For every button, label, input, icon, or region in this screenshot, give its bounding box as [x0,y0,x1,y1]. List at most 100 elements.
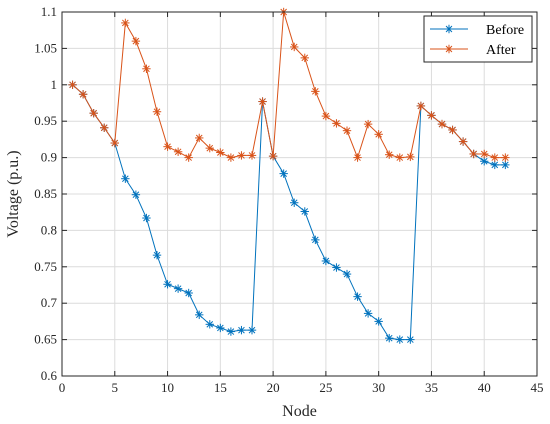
data-point-after [385,150,394,159]
y-tick-label: 1 [51,77,58,92]
data-point-after [406,152,415,162]
data-point-after [131,36,141,46]
data-point-after [152,107,162,116]
data-point-after [448,125,457,135]
data-point-after [353,153,362,162]
data-point-after [173,147,183,156]
y-tick-label: 0.85 [34,186,57,201]
data-point-after [226,153,236,162]
x-axis: 0 5 10 15 20 25 30 35 40 45 [59,12,544,395]
data-point-before [121,174,130,183]
data-point-before [385,333,394,343]
data-point-after [363,119,373,129]
data-point-after [100,123,109,132]
x-tick-label: 15 [214,380,227,395]
y-axis: 0.6 0.65 0.7 0.75 0.8 0.85 0.9 0.95 1 1.05 1.1 [34,4,537,383]
data-point-after [501,153,510,162]
legend-entry-before: Before [430,23,524,38]
data-point-before [406,335,415,344]
y-tick-label: 0.7 [41,295,58,310]
data-point-after [480,149,489,159]
data-point-before [142,213,151,223]
x-tick-label: 40 [478,380,491,395]
data-point-after [332,119,341,128]
data-point-after [110,138,119,148]
data-point-before [395,335,404,344]
data-point-after [427,111,436,120]
data-point-before [480,157,489,166]
data-point-before [332,263,341,272]
grid [61,11,538,377]
x-tick-label: 10 [161,380,174,395]
data-point-after [342,126,352,135]
series-layer [68,7,510,344]
legend-marker-before [444,24,454,34]
legend-entries: Before After [430,23,524,58]
data-point-before [279,169,288,178]
legend-label-after: After [486,43,516,58]
y-tick-label: 0.75 [34,259,57,274]
legend-box [423,15,533,63]
data-point-before [353,292,362,301]
y-axis-title: Voltage (p.u.) [5,150,22,237]
data-point-after [258,97,267,106]
data-point-after [469,149,478,159]
data-point-after [195,133,204,143]
data-point-before [501,160,510,170]
data-point-before [490,160,499,170]
data-point-before [321,256,331,266]
data-point-before [237,325,246,335]
data-point-after [437,119,447,129]
data-point-after [205,143,214,153]
data-point-before [311,235,320,245]
data-point-after [68,80,77,89]
x-tick-label: 35 [425,380,438,395]
data-point-before [300,207,309,216]
data-point-before [163,280,172,289]
x-tick-label: 25 [319,380,332,395]
data-point-after [216,148,225,157]
data-point-before [342,269,352,279]
data-point-before [205,320,214,329]
y-tick-label: 1.1 [41,4,57,19]
data-point-after [78,90,88,99]
x-tick-label: 0 [59,380,66,395]
data-point-before [131,190,141,199]
data-point-after [184,153,193,162]
data-point-before [152,250,162,260]
data-point-before [290,198,299,207]
y-tick-label: 0.65 [34,332,57,347]
x-tick-label: 5 [112,380,119,395]
data-point-before [363,309,373,318]
legend: Before After [423,15,533,63]
data-point-after [89,108,98,118]
data-point-after [142,64,151,73]
data-point-after [121,18,130,28]
data-point-before [374,317,383,326]
data-point-after [247,151,257,160]
data-point-after [163,142,172,151]
data-point-before [173,284,183,293]
series-after [68,7,510,162]
data-point-after [458,137,468,146]
data-point-after [395,153,404,162]
x-tick-label: 45 [531,380,544,395]
x-tick-label: 20 [267,380,280,395]
data-point-after [321,111,331,121]
data-point-before [247,325,257,335]
y-tick-label: 0.9 [41,150,57,165]
data-point-after [237,151,246,160]
y-tick-label: 0.6 [41,368,58,383]
x-axis-title: Node [282,403,317,420]
y-tick-label: 1.05 [34,40,57,55]
data-point-after [311,87,320,96]
x-tick-label: 30 [372,380,385,395]
legend-marker-after [444,44,454,54]
data-point-after [490,153,499,162]
y-tick-label: 0.95 [34,113,57,128]
y-tick-label: 0.8 [41,222,57,237]
data-point-before [184,288,193,298]
data-point-after [300,53,309,63]
data-point-after [416,101,426,111]
